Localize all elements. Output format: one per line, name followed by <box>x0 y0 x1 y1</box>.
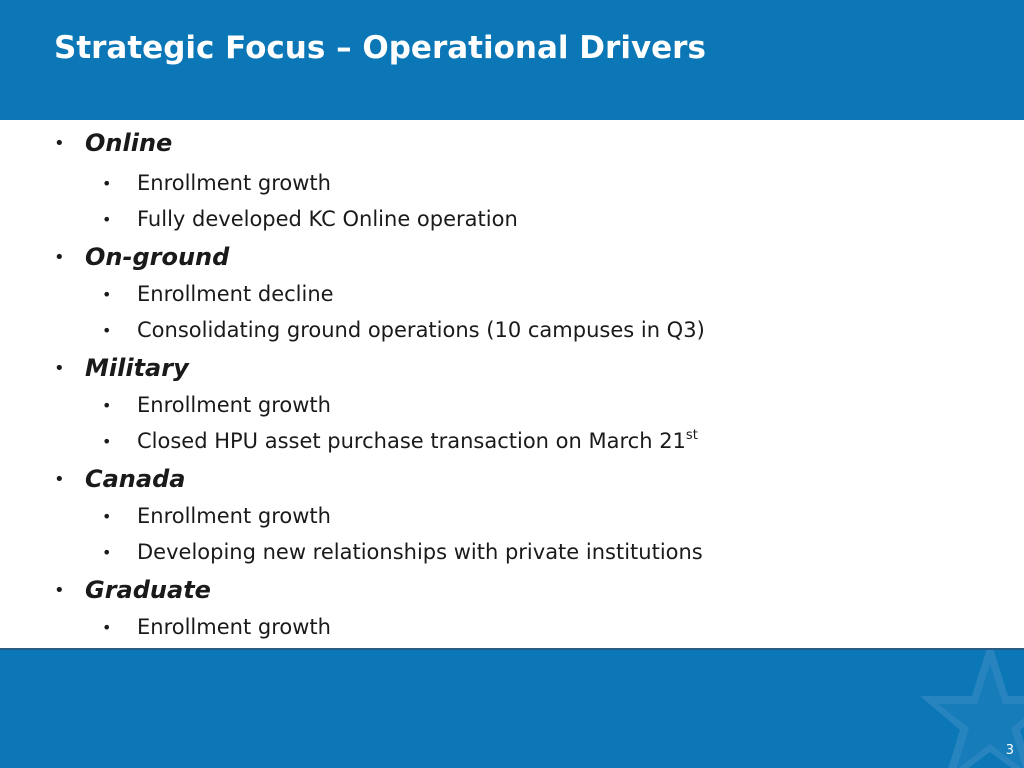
list-item-text: Developing new relationships with privat… <box>137 540 703 564</box>
bullet-icon: • <box>102 285 112 304</box>
list-item: • Fully developed KC Online operation <box>102 205 518 234</box>
list-item-text: Enrollment growth <box>137 615 331 639</box>
section-heading-text: Graduate <box>85 576 211 604</box>
list-item: • Enrollment growth <box>102 502 331 531</box>
list-item-text: Enrollment growth <box>137 171 331 195</box>
bullet-icon: • <box>102 507 112 526</box>
bullet-icon: • <box>102 618 112 637</box>
list-item: • Enrollment growth <box>102 613 331 642</box>
section-heading-text: On-ground <box>85 243 230 271</box>
section-heading-military: • Military <box>54 353 189 384</box>
bullet-icon: • <box>54 133 65 154</box>
section-heading-text: Canada <box>85 465 186 493</box>
list-item-text: Consolidating ground operations (10 camp… <box>137 318 705 342</box>
bullet-icon: • <box>54 358 65 379</box>
section-heading-online: • Online <box>54 128 172 159</box>
slide-title: Strategic Focus – Operational Drivers <box>54 30 706 66</box>
bullet-icon: • <box>102 174 112 193</box>
bullet-icon: • <box>102 432 112 451</box>
section-heading-on-ground: • On-ground <box>54 242 229 273</box>
star-watermark-icon <box>920 650 1024 768</box>
ordinal-suffix: st <box>685 428 698 443</box>
bullet-icon: • <box>102 210 112 229</box>
page-number: 3 <box>1005 743 1014 758</box>
footer-bar: 3 <box>0 648 1024 768</box>
section-heading-text: Military <box>85 354 189 382</box>
section-heading-canada: • Canada <box>54 464 185 495</box>
bullet-icon: • <box>102 543 112 562</box>
list-item: • Consolidating ground operations (10 cam… <box>102 316 705 345</box>
section-heading-text: Online <box>85 129 173 157</box>
bullet-icon: • <box>102 321 112 340</box>
list-item-text: Enrollment growth <box>137 393 331 417</box>
bullet-icon: • <box>54 580 65 601</box>
bullet-icon: • <box>54 247 65 268</box>
list-item: • Developing new relationships with priva… <box>102 538 703 567</box>
bullet-icon: • <box>54 469 65 490</box>
list-item-text: Closed HPU asset purchase transaction on… <box>137 429 686 453</box>
list-item-text: Enrollment decline <box>137 282 334 306</box>
section-heading-graduate: • Graduate <box>54 575 211 606</box>
list-item: • Enrollment growth <box>102 169 331 198</box>
list-item: • Closed HPU asset purchase transaction o… <box>102 427 698 456</box>
list-item-text: Enrollment growth <box>137 504 331 528</box>
list-item: • Enrollment growth <box>102 391 331 420</box>
bullet-icon: • <box>102 396 112 415</box>
header-bar: Strategic Focus – Operational Drivers <box>0 0 1024 120</box>
list-item-text: Fully developed KC Online operation <box>137 207 518 231</box>
list-item: • Enrollment decline <box>102 280 334 309</box>
slide-body: • Online • Enrollment growth • Fully develo… <box>0 120 1024 648</box>
